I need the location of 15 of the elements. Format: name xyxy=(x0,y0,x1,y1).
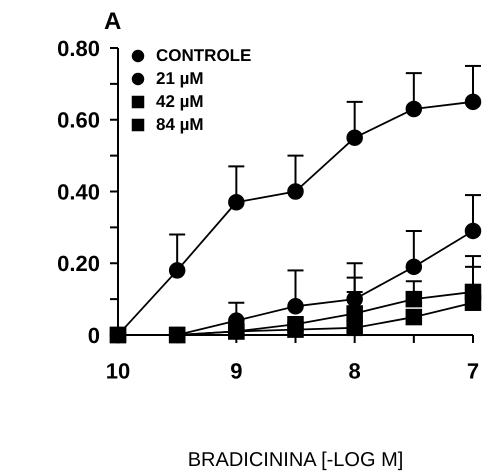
legend-label: CONTROLE xyxy=(156,45,252,67)
x-tick-label: 8 xyxy=(348,358,361,384)
x-axis-title: BRADICININA [-LOG M] xyxy=(188,449,404,471)
x-tick-label: 10 xyxy=(106,358,130,384)
y-tick-label: 0.80 xyxy=(57,36,100,61)
y-tick-label: 0.60 xyxy=(57,108,100,133)
legend-label: 84 µM xyxy=(156,114,204,136)
x-tick-label: 9 xyxy=(230,358,242,384)
chart-title: A xyxy=(104,8,122,36)
y-tick-label: 0.40 xyxy=(57,179,100,204)
legend-label: 42 µM xyxy=(156,91,204,113)
y-tick-label: 0 xyxy=(88,322,100,348)
y-tick-label: 0.20 xyxy=(57,251,100,276)
legend-label: 21 µM xyxy=(156,68,204,90)
x-tick-label: 7 xyxy=(466,358,480,384)
